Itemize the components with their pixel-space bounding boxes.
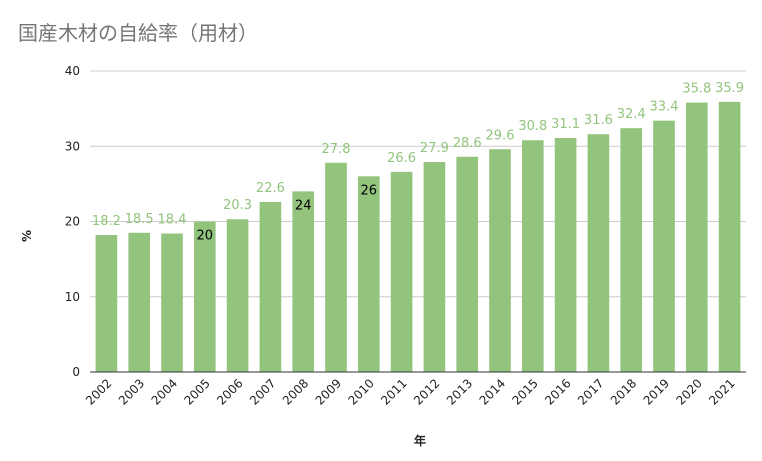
bar <box>193 221 216 372</box>
data-labels: 18.2 18.5 18.4 20 20.3 22.6 24 27.8 26 26.6 27.9 28… <box>92 81 744 244</box>
bar <box>325 162 347 372</box>
x-tick-label: 2009 <box>313 376 344 407</box>
x-tick-label: 2002 <box>83 376 114 407</box>
data-label: 26.6 <box>387 151 416 166</box>
x-tick-label: 2015 <box>509 376 540 407</box>
bars <box>95 101 741 372</box>
bar <box>259 201 282 372</box>
x-tick-label: 2012 <box>411 376 442 407</box>
x-tick-label: 2016 <box>542 376 573 407</box>
x-tick-label: 2004 <box>149 376 180 407</box>
data-label: 32.4 <box>617 107 646 122</box>
data-label: 28.6 <box>453 136 482 151</box>
x-tick-label: 2021 <box>706 376 737 407</box>
y-tick-label: 10 <box>65 290 80 304</box>
data-label: 35.9 <box>715 81 744 96</box>
x-tick-label: 2011 <box>378 376 409 407</box>
x-tick-label: 2005 <box>181 376 212 407</box>
data-label: 33.4 <box>650 100 679 115</box>
bar <box>653 120 675 372</box>
bar <box>554 137 577 372</box>
x-axis-ticks: 2002 2003 2004 2005 2006 2007 2008 2009 2010 2011… <box>83 376 738 407</box>
y-axis-label: % <box>20 230 34 242</box>
data-label: 31.6 <box>584 113 613 128</box>
chart-title: 国産木材の自給率（用材） <box>18 21 258 45</box>
x-tick-label: 2020 <box>673 376 704 407</box>
data-label: 20 <box>197 229 214 244</box>
data-label: 30.8 <box>518 119 547 134</box>
data-label: 18.2 <box>92 214 121 229</box>
data-label: 26 <box>361 183 378 198</box>
bar <box>128 232 151 372</box>
x-tick-label: 2010 <box>345 376 376 407</box>
bar <box>390 171 413 372</box>
bar <box>587 134 610 372</box>
x-axis-label: 年 <box>414 433 426 448</box>
data-label: 22.6 <box>256 181 285 196</box>
bar <box>489 149 511 372</box>
data-label: 35.8 <box>682 82 711 97</box>
bar <box>226 219 249 372</box>
data-label: 31.1 <box>551 117 580 132</box>
bar <box>456 156 479 372</box>
data-label: 18.4 <box>158 213 187 228</box>
data-label: 29.6 <box>486 128 515 143</box>
x-tick-label: 2008 <box>280 376 311 407</box>
data-label: 18.5 <box>125 212 154 227</box>
x-tick-label: 2019 <box>641 376 672 407</box>
gridlines <box>90 70 746 298</box>
x-tick-label: 2006 <box>214 376 245 407</box>
bar <box>620 128 643 372</box>
x-tick-label: 2017 <box>575 376 606 407</box>
y-tick-label: 40 <box>65 64 80 78</box>
x-tick-label: 2018 <box>608 376 639 407</box>
x-tick-label: 2014 <box>477 376 508 407</box>
x-tick-label: 2013 <box>444 376 475 407</box>
data-label: 20.3 <box>223 198 252 213</box>
bar <box>685 102 708 372</box>
bar <box>95 235 118 372</box>
bar <box>161 233 183 372</box>
x-tick-label: 2007 <box>247 376 278 407</box>
y-tick-label: 30 <box>65 139 80 153</box>
bar <box>357 176 380 372</box>
y-tick-label: 20 <box>65 215 80 229</box>
y-tick-label: 0 <box>72 365 80 379</box>
y-axis-ticks: 0 10 20 30 40 <box>65 64 80 379</box>
bar <box>423 162 446 372</box>
bar <box>292 191 315 372</box>
x-tick-label: 2003 <box>116 376 147 407</box>
data-label: 27.8 <box>322 142 351 157</box>
bar <box>521 140 544 372</box>
data-label: 24 <box>295 198 312 213</box>
data-label: 27.9 <box>420 141 449 156</box>
bar <box>718 101 741 372</box>
